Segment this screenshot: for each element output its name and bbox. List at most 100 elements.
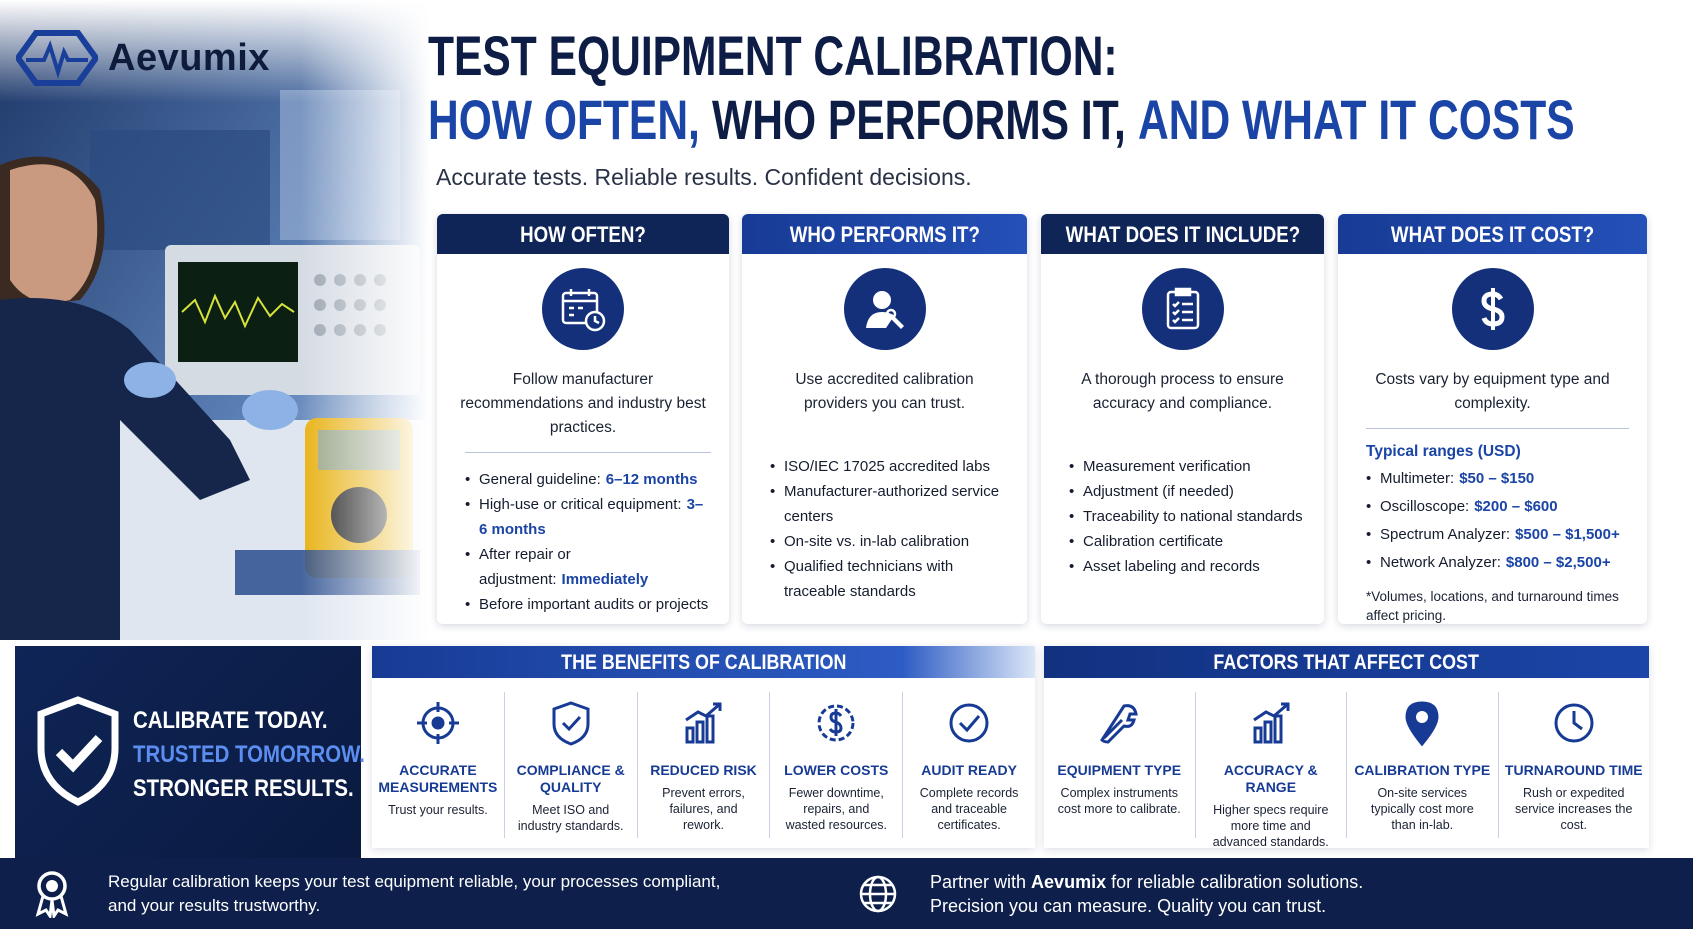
column-label: AUDIT READY	[921, 762, 1017, 778]
title-part: HOW OFTEN,	[428, 88, 700, 151]
list-item: Multimeter:$50 – $150	[1366, 465, 1629, 493]
card-header: WHAT DOES IT INCLUDE?	[1041, 214, 1324, 254]
list-item: Before important audits or projects	[465, 592, 711, 617]
card-header: WHAT DOES IT COST?	[1338, 214, 1647, 254]
column-icon	[552, 701, 590, 746]
item-text: After repair or adjustment:	[479, 546, 571, 588]
card-title: HOW OFTEN?	[520, 222, 646, 247]
item-text: Calibration certificate	[1083, 533, 1224, 550]
item-text: ISO/IEC 17025 accredited labs	[784, 458, 990, 475]
factor-columns: EQUIPMENT TYPE Complex instruments cost m…	[1044, 678, 1650, 849]
logo: Aevumix	[16, 30, 270, 86]
item-highlight: 6–12 months	[605, 471, 698, 488]
note: *Volumes, locations, and turnaround time…	[1366, 589, 1619, 623]
column-label: COMPLIANCE & QUALITY	[516, 762, 625, 795]
callout: CALIBRATE TODAY. TRUSTED TOMORROW. STRON…	[15, 646, 365, 858]
footer-line: Precision you can measure. Quality you c…	[930, 896, 1327, 916]
benefits-panel: THE BENEFITS OF CALIBRATION ACCURATE MEA…	[372, 646, 1035, 848]
item-highlight: $800 – $2,500+	[1505, 554, 1611, 571]
item-text: Network Analyzer:	[1380, 554, 1501, 571]
list-item: After repair or adjustment:Immediately	[465, 542, 711, 592]
column-label: LOWER COSTS	[784, 762, 889, 778]
item-text: On-site vs. in-lab calibration	[784, 533, 970, 550]
card-header: WHO PERFORMS IT?	[742, 214, 1027, 254]
card: WHO PERFORMS IT? Use accredited calibrat…	[742, 214, 1027, 624]
logo-mark	[16, 30, 98, 86]
list-item: Adjustment (if needed)	[1069, 479, 1306, 504]
list-item: Qualified technicians with traceable sta…	[770, 554, 1009, 604]
footer-part: for reliable calibration solutions.	[1111, 872, 1364, 892]
shield-icon	[37, 696, 119, 806]
column-icon	[1405, 701, 1439, 747]
panel-header: FACTORS THAT AFFECT COST	[1044, 646, 1649, 678]
item-highlight: 3–6 months	[479, 496, 704, 538]
item-text: Before important audits or projects	[479, 596, 709, 613]
card-title: WHO PERFORMS IT?	[789, 222, 980, 247]
column-icon	[1554, 703, 1594, 743]
card-icon	[542, 268, 624, 350]
card-icon	[1451, 268, 1534, 350]
footer-line: Regular calibration keeps your test equi…	[108, 872, 721, 891]
column-label: REDUCED RISK	[650, 762, 757, 778]
column: CALIBRATION TYPE On-site services typical…	[1347, 692, 1499, 838]
list-item: Network Analyzer:$800 – $2,500+	[1366, 549, 1629, 577]
list-item: Manufacturer-authorized service centers	[770, 479, 1009, 529]
list-item: ISO/IEC 17025 accredited labs	[770, 454, 1009, 479]
title-part: AND WHAT IT COSTS	[1137, 88, 1575, 151]
column-description: Meet ISO and industry standards.	[517, 803, 624, 833]
callout-text: CALIBRATE TODAY. TRUSTED TOMORROW. STRON…	[133, 704, 365, 806]
card-title: WHAT DOES IT INCLUDE?	[1065, 222, 1300, 247]
card-list: Multimeter:$50 – $150Oscilloscope:$200 –…	[1338, 465, 1647, 577]
column-icon	[817, 704, 855, 742]
card: WHAT DOES IT COST? Costs vary by equipme…	[1338, 214, 1647, 624]
card-icon	[843, 268, 926, 350]
card-description: Follow manufacturer recommendations and …	[460, 371, 706, 436]
subtitle: Accurate tests. Reliable results. Confid…	[436, 164, 972, 190]
column-label: CALIBRATION TYPE	[1354, 762, 1491, 778]
callout-line: CALIBRATE TODAY.	[133, 707, 328, 734]
item-text: High-use or critical equipment:	[479, 496, 682, 513]
column-description: Prevent errors, failures, and rework.	[662, 786, 745, 832]
column-description: Trust your results.	[388, 803, 488, 817]
column: TURNAROUND TIME Rush or expedited service…	[1499, 692, 1650, 838]
column-icon	[416, 702, 459, 744]
card-icon	[1141, 268, 1224, 350]
item-text: Measurement verification	[1083, 458, 1251, 475]
column-icon	[949, 703, 989, 743]
list-item: General guideline:6–12 months	[465, 467, 711, 492]
column-icon	[685, 702, 722, 744]
column: LOWER COSTS Fewer downtime, repairs, and …	[770, 692, 904, 838]
title-line: TEST EQUIPMENT CALIBRATION:	[428, 24, 1118, 87]
footer-brand: Aevumix	[1031, 872, 1107, 892]
column-description: On-site services typically cost more tha…	[1370, 786, 1474, 832]
globe-icon	[859, 875, 897, 913]
column: EQUIPMENT TYPE Complex instruments cost m…	[1044, 692, 1196, 838]
list-item: Calibration certificate	[1069, 529, 1306, 554]
card: HOW OFTEN? Follow manufacturer recommend…	[437, 214, 729, 624]
callout-line: STRONGER RESULTS.	[133, 775, 354, 802]
item-text: Qualified technicians with traceable sta…	[784, 558, 954, 600]
item-text: General guideline:	[479, 471, 601, 488]
item-text: Oscilloscope:	[1380, 498, 1470, 515]
column-label: EQUIPMENT TYPE	[1057, 762, 1182, 778]
panel-header: THE BENEFITS OF CALIBRATION	[372, 646, 1035, 678]
list-item: High-use or critical equipment:3–6 month…	[465, 492, 711, 542]
list-item: Oscilloscope:$200 – $600	[1366, 493, 1629, 521]
list-item: Asset labeling and records	[1069, 554, 1306, 579]
callout-line: TRUSTED TOMORROW.	[133, 741, 365, 768]
lab-photo	[0, 0, 430, 640]
item-highlight: $500 – $1,500+	[1515, 526, 1620, 543]
column: COMPLIANCE & QUALITY Meet ISO and industr…	[505, 692, 638, 838]
footer-part: Partner with	[930, 872, 1027, 892]
column-icon	[1100, 704, 1139, 744]
benefit-columns: ACCURATE MEASUREMENTS Trust your results.…	[372, 678, 1035, 848]
item-text: Multimeter:	[1380, 470, 1455, 487]
item-text: Manufacturer-authorized service centers	[784, 483, 1000, 525]
column: AUDIT READY Complete records and traceabl…	[903, 692, 1035, 838]
footer-line: Partner with Aevumix for reliable calibrat…	[930, 870, 1368, 894]
column-description: Fewer downtime, repairs, and wasted reso…	[785, 786, 887, 832]
item-text: Spectrum Analyzer:	[1380, 526, 1511, 543]
footer-line: and your results trustworthy.	[108, 896, 321, 915]
footer: Regular calibration keeps your test equi…	[0, 858, 1693, 929]
